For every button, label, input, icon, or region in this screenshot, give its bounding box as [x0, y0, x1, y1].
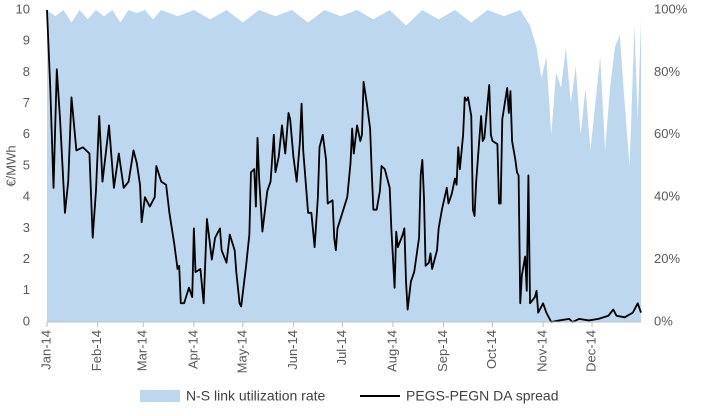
y-tick-label: 4 [23, 189, 30, 204]
y-axis-label: €/MWh [3, 145, 18, 186]
area [47, 10, 641, 322]
y-tick-label: 10 [16, 1, 30, 16]
x-tick-label: Sep-14 [435, 330, 450, 372]
x-tick-label: Feb-14 [89, 330, 104, 371]
x-tick-label: Aug-14 [384, 330, 399, 372]
legend-label: N-S link utilization rate [186, 388, 325, 404]
y-tick-label: 5 [23, 157, 30, 172]
y2-tick-label: 40% [654, 189, 680, 204]
y2-tick-label: 60% [654, 126, 680, 141]
line [46, 9, 642, 323]
y-tick-label: 0 [23, 313, 30, 328]
x-tick-label: Oct-14 [484, 330, 499, 369]
x-tick-label: Mar-14 [135, 330, 150, 371]
y2-tick-label: 100% [654, 1, 688, 16]
y-tick-label: 1 [23, 282, 30, 297]
y-tick-label: 7 [23, 95, 30, 110]
x-tick-label: Jan-14 [38, 330, 53, 370]
y-tick-label: 6 [23, 126, 30, 141]
legend-label: PEGS-PEGN DA spread [406, 388, 559, 404]
y-tick-label: 9 [23, 33, 30, 48]
legend: N-S link utilization rate PEGS-PEGN DA sp… [140, 388, 559, 404]
x-tick-label: Jul-14 [334, 330, 349, 365]
y-tick-label: 8 [23, 64, 30, 79]
x-tick-label: Apr-14 [185, 330, 200, 369]
x-tick-label: Jun-14 [285, 330, 300, 370]
y2-tick-label: 0% [654, 313, 673, 328]
y-tick-label: 3 [23, 220, 30, 235]
x-tick-label: Nov-14 [535, 330, 550, 372]
y-tick-label: 2 [23, 251, 30, 266]
x-tick-label: Dec-14 [583, 330, 598, 372]
y2-tick-label: 20% [654, 251, 680, 266]
x-tick-label: May-14 [234, 330, 249, 373]
legend-swatch [140, 390, 180, 402]
y2-tick-label: 80% [654, 64, 680, 79]
